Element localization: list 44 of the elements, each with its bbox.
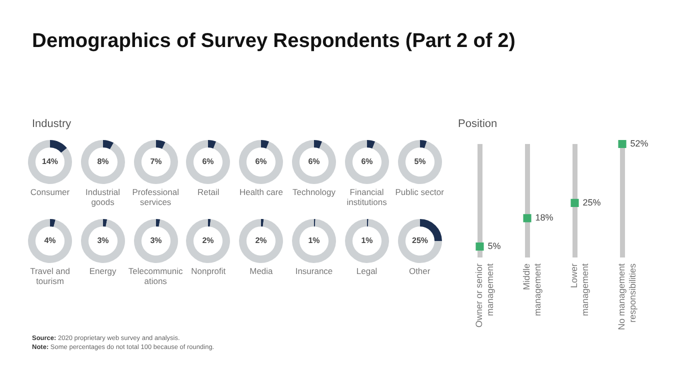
text: Retail — [196, 187, 220, 197]
text: Industrial goods — [84, 187, 122, 207]
chart-title: Position — [458, 118, 498, 130]
data-label: 52% — [630, 138, 648, 148]
data-label: 5% — [488, 241, 501, 252]
text: Technology — [291, 187, 336, 197]
point — [618, 140, 626, 148]
data-label: 5% — [414, 157, 426, 166]
data-label: 2% — [202, 236, 214, 246]
data-label: 7% — [150, 157, 162, 166]
data-label: 2% — [255, 236, 267, 246]
point — [523, 214, 532, 222]
data-label: 1% — [308, 236, 320, 246]
data-label: 14% — [42, 157, 58, 166]
point — [476, 242, 484, 251]
text: Other — [408, 266, 432, 276]
text: Travel and tourism — [29, 266, 71, 286]
data-label: 3% — [150, 236, 162, 246]
data-label: 1% — [361, 236, 373, 246]
text: Telecommunications — [128, 266, 184, 286]
text: Consumer — [29, 187, 71, 197]
data-label: 25% — [582, 197, 601, 208]
text: Public sector — [394, 187, 445, 197]
data-label: 3% — [97, 236, 109, 246]
data-label: 6% — [255, 157, 267, 166]
text: Energy — [89, 266, 116, 276]
data-label: 6% — [308, 157, 320, 166]
text: Financial institutions — [346, 187, 388, 207]
text: Insurance — [294, 266, 334, 276]
point — [570, 198, 579, 207]
text: Media — [248, 266, 274, 276]
data-label: 6% — [361, 157, 373, 166]
data-label: 8% — [97, 157, 109, 166]
text: Health care — [238, 187, 284, 197]
data-label: 4% — [44, 236, 56, 246]
text: Nonprofit — [191, 266, 226, 276]
x-tick-label: Owner or senior management — [474, 262, 496, 328]
text: Demographics of Survey Respondents (Part 2 of 2) — [32, 30, 516, 53]
data-label: 6% — [202, 157, 214, 166]
data-label: 25% — [412, 236, 428, 246]
data-label: 18% — [535, 212, 554, 223]
text: Professional services — [131, 187, 180, 207]
text: Industry — [32, 118, 72, 130]
text: Legal — [355, 266, 378, 276]
